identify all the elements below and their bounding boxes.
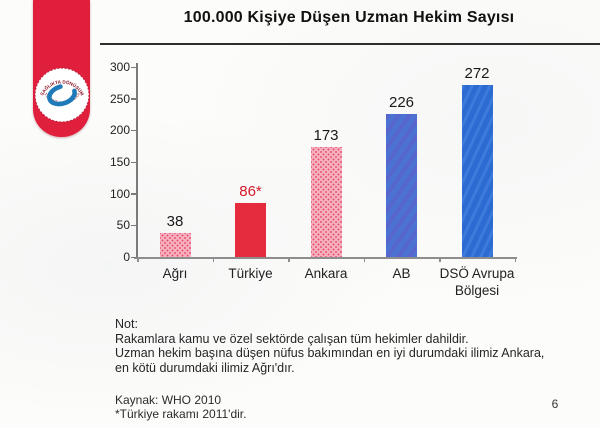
source-block: Kaynak: WHO 2010 *Türkiye rakamı 2011'di… — [115, 393, 415, 421]
x-tick-mark — [288, 257, 290, 262]
bar-value-label: 86* — [239, 182, 262, 200]
y-tick-label: 0 — [123, 250, 130, 264]
page-title: 100.000 Kişiye Düşen Uzman Hekim Sayısı — [183, 9, 515, 26]
ministry-logo: SAĞLIKTA DÖNÜŞÜM T.C. SAĞLIK BAKANLIĞI — [34, 67, 90, 123]
bar-value-label: 173 — [313, 127, 339, 145]
y-tick-label: 150 — [109, 155, 130, 169]
ministry-ribbon: SAĞLIKTA DÖNÜŞÜM T.C. SAĞLIK BAKANLIĞI — [33, 0, 90, 137]
y-tick-label: 250 — [109, 91, 130, 106]
x-tick-mark — [439, 257, 441, 262]
category-label: Ankara — [304, 266, 348, 281]
bar-dso-avrupa-bolgesi — [461, 84, 493, 257]
page-number: 6 — [551, 397, 559, 411]
bar-turkiye — [235, 202, 266, 257]
y-tick-mark — [131, 256, 137, 258]
title-divider — [100, 43, 600, 45]
bar-ab — [386, 113, 417, 257]
x-axis — [134, 257, 517, 259]
x-tick-mark — [137, 257, 139, 262]
y-tick-mark — [131, 98, 137, 100]
x-tick-mark — [514, 257, 517, 262]
y-tick-mark — [131, 129, 137, 132]
note-line: Not: — [115, 317, 138, 331]
note-line: Uzman hekim başına düşen nüfus bakımında… — [115, 346, 545, 361]
bar-value-label: 272 — [464, 64, 490, 82]
y-tick-label: 300 — [109, 60, 130, 74]
x-tick-mark — [363, 257, 366, 262]
note-line: en kötü durumdaki ilimiz Ağrı'dır. — [115, 360, 295, 375]
category-label: Ağrı — [162, 266, 188, 281]
bar-value-label: 226 — [388, 93, 415, 111]
y-tick-mark — [131, 193, 137, 195]
y-tick-mark — [131, 66, 137, 68]
y-tick-label: 100 — [109, 186, 130, 201]
y-tick-mark — [131, 224, 137, 227]
source-line: Kaynak: WHO 2010 — [115, 393, 222, 407]
x-tick-mark — [212, 257, 215, 262]
source-line: *Türkiye rakamı 2011'dir. — [115, 407, 247, 421]
bar-value-label: 38 — [166, 212, 184, 230]
logo-swirl-icon — [47, 83, 77, 107]
y-tick-label: 50 — [116, 218, 130, 233]
category-label: DSÖ Avrupa Bölgesi — [439, 266, 515, 298]
notes-block: Not: Rakamlara kamu ve özel sektörde çal… — [115, 317, 550, 375]
y-tick-label: 200 — [109, 123, 130, 138]
bar-ankara — [310, 147, 342, 257]
bar-agri — [159, 232, 191, 257]
y-tick-mark — [131, 161, 137, 163]
note-line: Rakamlara kamu ve özel sektörde çalışan … — [115, 331, 469, 346]
category-label: AB — [392, 266, 411, 281]
health-transformation-logo-icon: SAĞLIKTA DÖNÜŞÜM T.C. SAĞLIK BAKANLIĞI — [34, 67, 90, 123]
y-axis — [136, 63, 138, 257]
category-label: Türkiye — [228, 266, 273, 281]
